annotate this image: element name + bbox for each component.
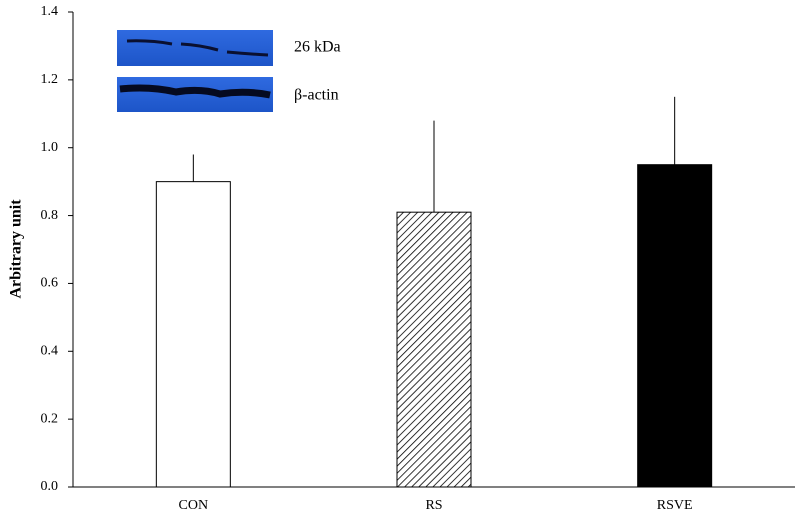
y-tick-label: 0.8 bbox=[41, 208, 59, 223]
x-tick-label: RS bbox=[425, 498, 442, 513]
bar bbox=[155, 181, 231, 488]
y-tick-label: 1.2 bbox=[41, 72, 59, 87]
blot-panel bbox=[117, 30, 273, 66]
blot-band bbox=[126, 39, 269, 57]
x-tick-label: CON bbox=[179, 498, 209, 513]
bar bbox=[396, 211, 472, 488]
y-tick-label: 0.2 bbox=[41, 411, 59, 426]
y-axis-label: Arbitrary unit bbox=[8, 199, 25, 299]
x-tick-label: RSVE bbox=[657, 498, 693, 513]
bar bbox=[637, 164, 713, 488]
y-tick-label: 1.0 bbox=[41, 140, 59, 155]
inset-label: β-actin bbox=[294, 87, 339, 104]
y-tick-label: 1.4 bbox=[41, 4, 59, 19]
y-tick-label: 0.4 bbox=[41, 344, 59, 359]
y-tick-label: 0.0 bbox=[41, 479, 59, 494]
blot-inset: 26 kDa β-actin bbox=[117, 30, 341, 112]
blot-band bbox=[119, 84, 271, 99]
inset-label: 26 kDa bbox=[294, 39, 341, 56]
y-tick-label: 0.6 bbox=[41, 276, 59, 291]
